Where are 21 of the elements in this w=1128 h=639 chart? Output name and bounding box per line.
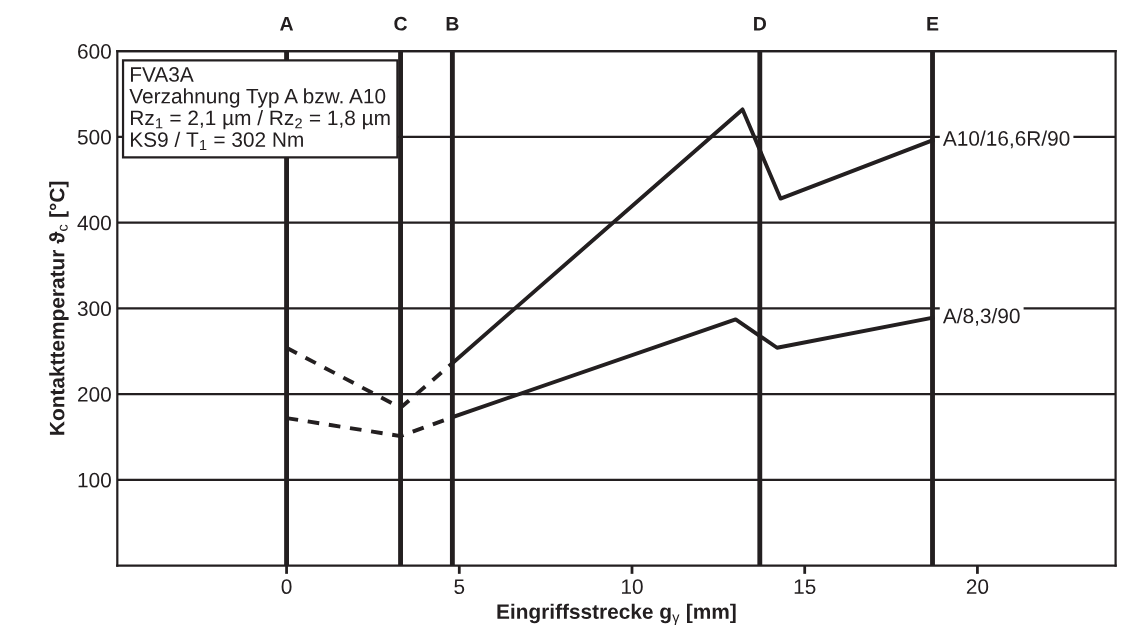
y-tick-label: 200	[78, 387, 111, 402]
ref-line-label: B	[446, 17, 459, 31]
y-tick-label: 600	[78, 44, 111, 59]
x-tick-label: 15	[794, 579, 816, 595]
text: FVA3A Verzahnung Typ A bzw. A10 Rz$_{1}$ = 2,1 µm / Rz$_{2}$ = 1,8 µm KS9 / T$_{1}$ = 302 Nm	[129, 67, 390, 151]
y-axis-title: Kontakttemperatur ϑ$_{c}$ [°C]	[49, 181, 69, 435]
ref-line-label: E	[927, 17, 939, 31]
ref-line-label: D	[754, 17, 767, 31]
y-tick-label: 300	[77, 301, 111, 317]
series-label: A10/16,6R/90	[942, 130, 1070, 149]
x-tick-label: 20	[966, 579, 989, 595]
x-axis-title: Eingriffsstrecke g$_{γ}$ [mm]	[497, 603, 736, 626]
x-tick-label: 10	[622, 579, 643, 595]
x-tick-label: 5	[454, 579, 465, 595]
y-tick-label: 500	[77, 129, 111, 145]
y-tick-label: 100	[78, 472, 111, 488]
ref-line-label: C	[394, 16, 408, 31]
ref-line-label: A	[280, 17, 294, 31]
y-tick-label: 400	[77, 215, 111, 231]
x-tick-label: 0	[281, 579, 292, 595]
series-label: A/8,3/90	[942, 308, 1020, 326]
